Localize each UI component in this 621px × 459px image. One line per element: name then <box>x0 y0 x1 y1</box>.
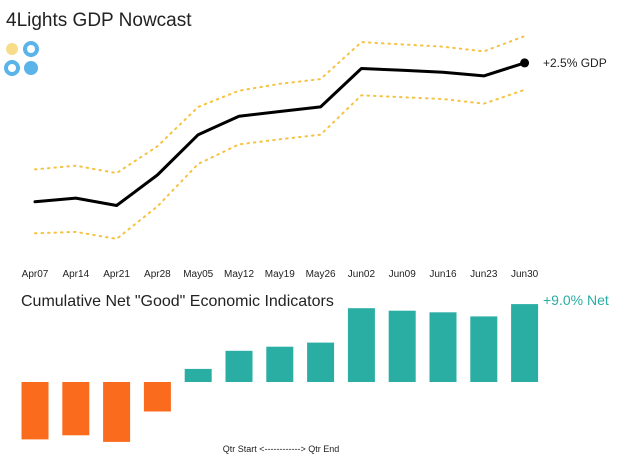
x-tick-label: Apr14 <box>62 269 89 280</box>
bar <box>103 382 131 442</box>
line-plot-area <box>33 35 530 240</box>
bar <box>62 382 90 436</box>
x-tick-label: Jun23 <box>470 269 498 280</box>
x-tick-label: Apr28 <box>144 269 171 280</box>
logo-light-blue-ring-bottom-icon <box>4 60 20 76</box>
line-end-label: +2.5% GDP <box>543 56 607 70</box>
logo-light-blue-solid-icon <box>24 61 38 75</box>
bar <box>266 346 294 382</box>
x-tick-label: Apr21 <box>103 269 130 280</box>
bar <box>429 312 457 382</box>
line-chart-title: 4Lights GDP Nowcast <box>6 10 192 31</box>
x-tick-label: May12 <box>224 269 254 280</box>
bar <box>21 382 49 440</box>
gdp-nowcast-line <box>33 61 527 207</box>
bar <box>347 308 375 382</box>
x-tick-label: May05 <box>183 269 213 280</box>
bar <box>143 382 171 412</box>
x-axis-ticks: Apr07 Apr14 Apr21 Apr28 May05 May12 May19 May26… <box>22 269 539 280</box>
x-tick-label: Jun30 <box>511 269 539 280</box>
x-tick-label: Apr07 <box>22 269 49 280</box>
x-tick-label: Jun02 <box>348 269 376 280</box>
x-tick-label: Jun09 <box>389 269 417 280</box>
bar-chart-title: Cumulative Net "Good" Economic Indicator… <box>21 293 334 310</box>
four-lights-logo-icon <box>4 41 39 76</box>
logo-light-yellow-icon <box>6 43 18 55</box>
bar <box>388 310 416 382</box>
x-tick-label: May26 <box>306 269 336 280</box>
bar-x-axis-label: Qtr Start <------------> Qtr End <box>223 444 340 454</box>
bar <box>307 342 335 382</box>
bar-plot-area <box>21 304 539 442</box>
bar <box>470 316 498 382</box>
bar <box>225 350 253 382</box>
x-tick-label: Jun16 <box>429 269 457 280</box>
bar <box>511 304 539 382</box>
bar-end-label: +9.0% Net <box>543 292 609 308</box>
logo-light-blue-ring-top-icon <box>23 41 39 57</box>
lower-band-line <box>34 88 526 240</box>
gdp-end-point <box>520 58 530 68</box>
bar <box>184 368 212 382</box>
x-tick-label: May19 <box>265 269 295 280</box>
upper-band-line <box>34 35 526 175</box>
